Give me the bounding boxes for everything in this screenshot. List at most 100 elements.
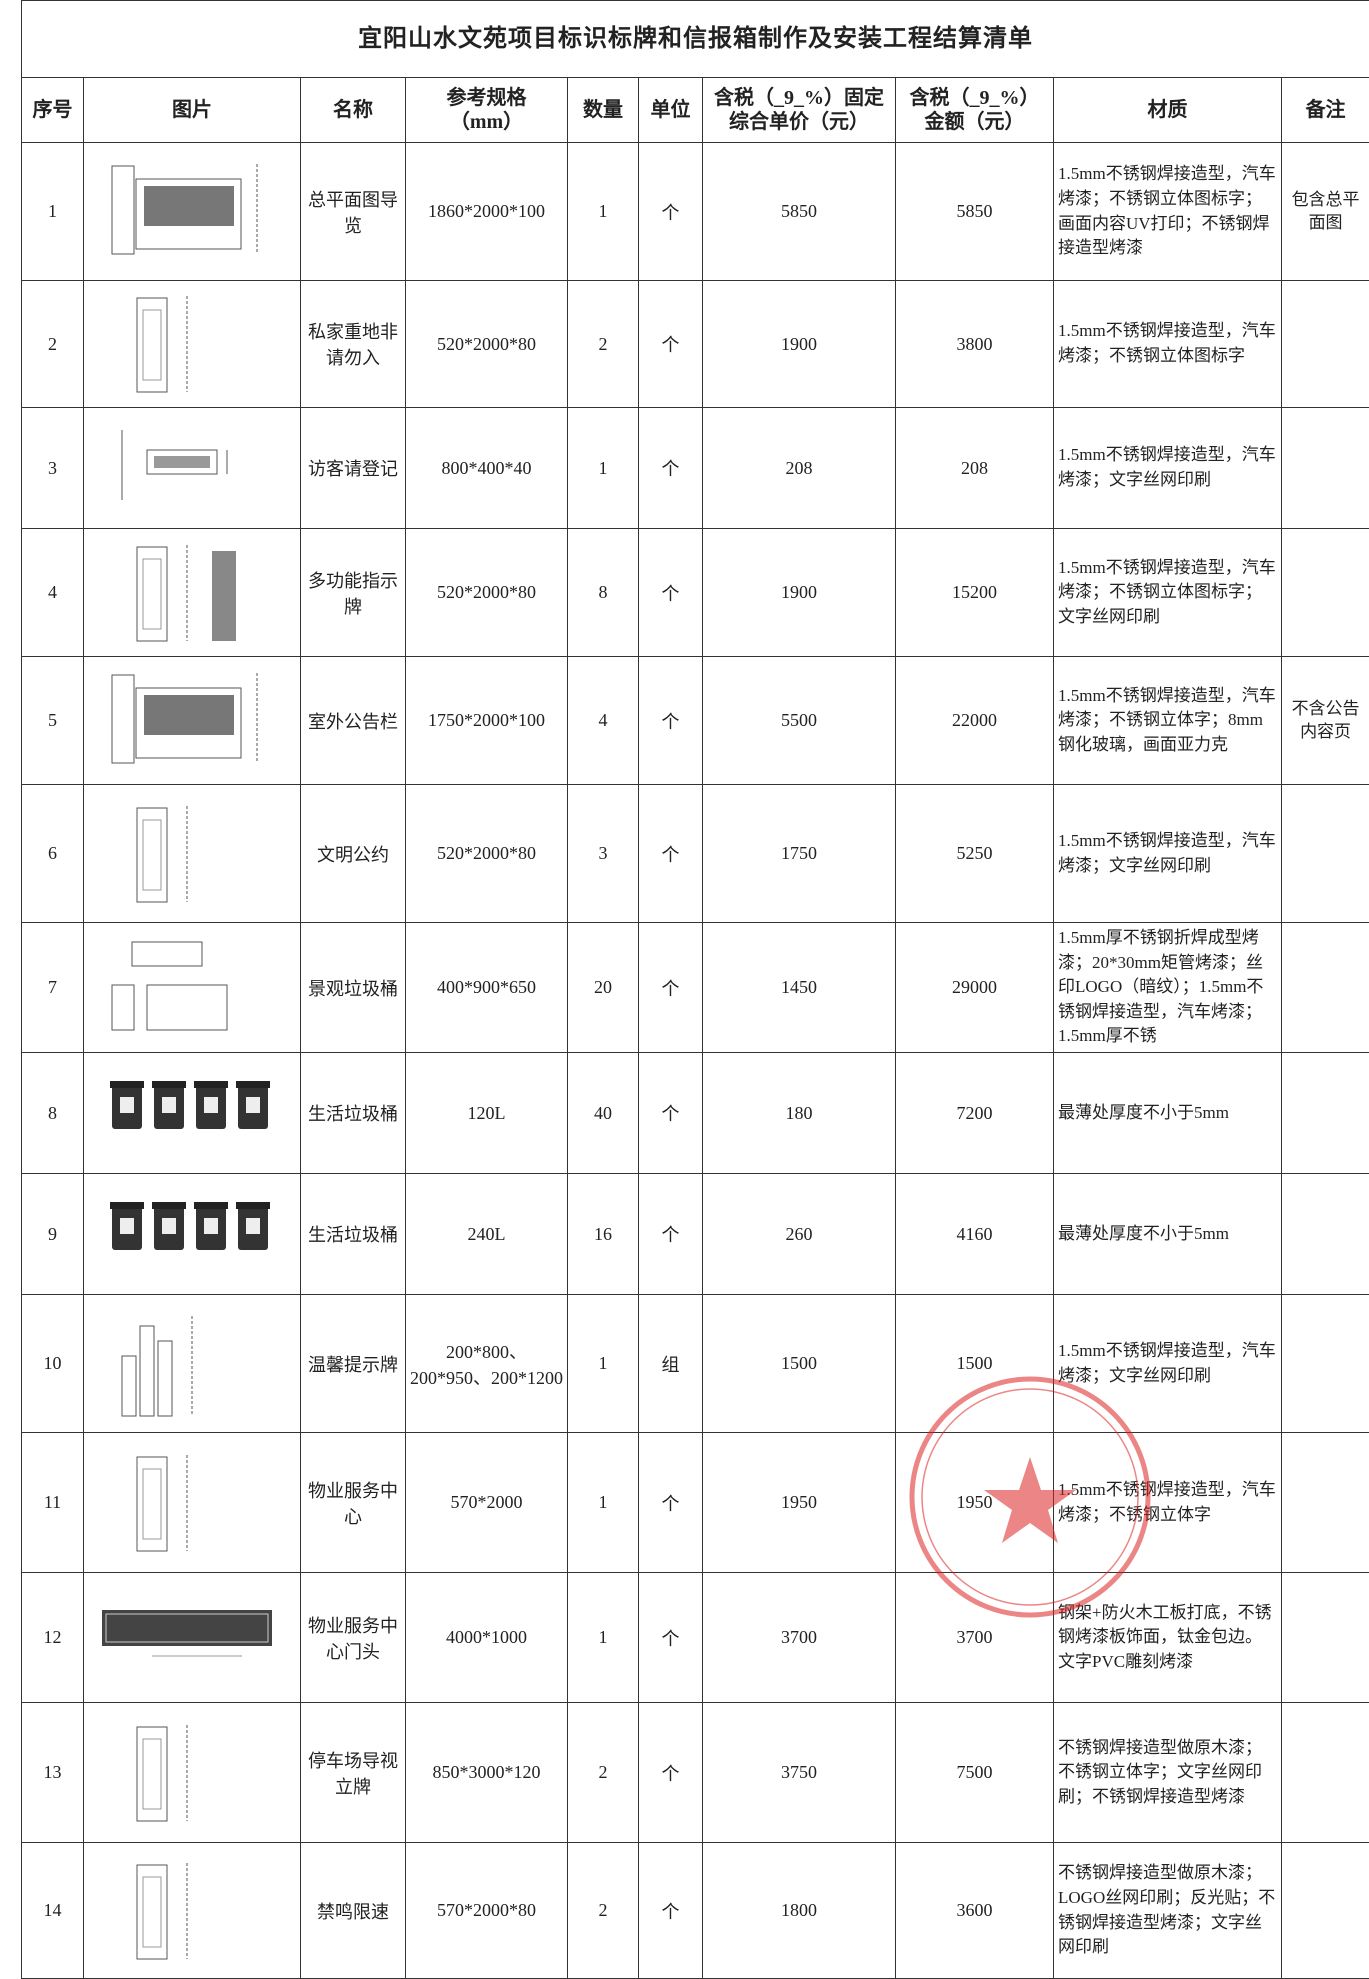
quantity: 1	[568, 1573, 639, 1703]
material: 最薄处厚度不小于5mm	[1054, 1053, 1282, 1174]
item-name: 多功能指示牌	[301, 529, 406, 657]
picture-cell	[84, 1573, 301, 1703]
unit: 个	[639, 923, 703, 1053]
item-name: 文明公约	[301, 785, 406, 923]
amount: 7200	[896, 1053, 1054, 1174]
material: 1.5mm厚不锈钢折焊成型烤漆；20*30mm矩管烤漆；丝印LOGO（暗纹）；1…	[1054, 923, 1282, 1053]
thumbnail	[92, 1445, 292, 1561]
spec: 120L	[406, 1053, 568, 1174]
quantity: 2	[568, 281, 639, 408]
spec: 520*2000*80	[406, 281, 568, 408]
spec: 240L	[406, 1174, 568, 1295]
row-number: 2	[22, 281, 84, 408]
spec: 520*2000*80	[406, 529, 568, 657]
column-header: 含税（_9_%）固定 综合单价（元）	[703, 78, 896, 143]
quantity: 8	[568, 529, 639, 657]
item-name: 私家重地非请勿入	[301, 281, 406, 408]
material: 不锈钢焊接造型做原木漆；不锈钢立体字；文字丝网印刷；不锈钢焊接造型烤漆	[1054, 1703, 1282, 1843]
picture-cell	[84, 1053, 301, 1174]
amount: 5850	[896, 143, 1054, 281]
row-number: 8	[22, 1053, 84, 1174]
row-number: 6	[22, 785, 84, 923]
spec: 850*3000*120	[406, 1703, 568, 1843]
thumbnail	[92, 1306, 292, 1422]
column-header: 名称	[301, 78, 406, 143]
thumbnail	[92, 1853, 292, 1969]
quantity: 1	[568, 143, 639, 281]
spec: 570*2000	[406, 1433, 568, 1573]
amount: 3800	[896, 281, 1054, 408]
unit-price: 3750	[703, 1703, 896, 1843]
note-cell	[1282, 923, 1369, 1053]
amount: 208	[896, 408, 1054, 529]
picture-cell	[84, 1174, 301, 1295]
unit: 个	[639, 143, 703, 281]
thumbnail	[92, 796, 292, 912]
note-cell	[1282, 1053, 1369, 1174]
row-number: 9	[22, 1174, 84, 1295]
material: 1.5mm不锈钢焊接造型，汽车烤漆；不锈钢立体图标字	[1054, 281, 1282, 408]
row-number: 12	[22, 1573, 84, 1703]
amount: 1500	[896, 1295, 1054, 1433]
spec: 1860*2000*100	[406, 143, 568, 281]
note-cell	[1282, 408, 1369, 529]
picture-cell	[84, 1295, 301, 1433]
unit: 个	[639, 408, 703, 529]
quantity: 16	[568, 1174, 639, 1295]
material: 1.5mm不锈钢焊接造型，汽车烤漆；不锈钢立体图标字；画面内容UV打印；不锈钢焊…	[1054, 143, 1282, 281]
note-cell	[1282, 281, 1369, 408]
spec: 800*400*40	[406, 408, 568, 529]
material: 1.5mm不锈钢焊接造型，汽车烤漆；不锈钢立体字；8mm钢化玻璃，画面亚力克	[1054, 657, 1282, 785]
unit-price: 260	[703, 1174, 896, 1295]
unit: 个	[639, 281, 703, 408]
item-name: 景观垃圾桶	[301, 923, 406, 1053]
note-cell	[1282, 1295, 1369, 1433]
amount: 22000	[896, 657, 1054, 785]
note-cell	[1282, 1433, 1369, 1573]
note-cell	[1282, 1843, 1369, 1979]
picture-cell	[84, 143, 301, 281]
quantity: 20	[568, 923, 639, 1053]
column-header: 图片	[84, 78, 301, 143]
unit-price: 1900	[703, 281, 896, 408]
unit-price: 180	[703, 1053, 896, 1174]
unit-price: 208	[703, 408, 896, 529]
row-number: 1	[22, 143, 84, 281]
spec: 520*2000*80	[406, 785, 568, 923]
thumbnail	[92, 1715, 292, 1831]
spec: 200*800、200*950、200*1200	[406, 1295, 568, 1433]
note-cell	[1282, 785, 1369, 923]
item-name: 室外公告栏	[301, 657, 406, 785]
unit: 个	[639, 529, 703, 657]
column-header: 备注	[1282, 78, 1369, 143]
note-cell	[1282, 529, 1369, 657]
unit-price: 1750	[703, 785, 896, 923]
unit-price: 5500	[703, 657, 896, 785]
unit: 个	[639, 785, 703, 923]
thumbnail	[92, 663, 292, 779]
unit: 个	[639, 1053, 703, 1174]
item-name: 停车场导视立牌	[301, 1703, 406, 1843]
quantity: 3	[568, 785, 639, 923]
item-name: 温馨提示牌	[301, 1295, 406, 1433]
unit-price: 1500	[703, 1295, 896, 1433]
row-number: 3	[22, 408, 84, 529]
quantity: 2	[568, 1703, 639, 1843]
row-number: 7	[22, 923, 84, 1053]
thumbnail	[92, 1176, 292, 1292]
picture-cell	[84, 785, 301, 923]
material: 1.5mm不锈钢焊接造型，汽车烤漆；文字丝网印刷	[1054, 408, 1282, 529]
spec: 4000*1000	[406, 1573, 568, 1703]
document: 宜阳山水文苑项目标识标牌和信报箱制作及安装工程结算清单 序号图片名称参考规格 （…	[21, 0, 1369, 1979]
column-header: 数量	[568, 78, 639, 143]
unit-price: 1950	[703, 1433, 896, 1573]
picture-cell	[84, 529, 301, 657]
row-number: 5	[22, 657, 84, 785]
unit-price: 1900	[703, 529, 896, 657]
amount: 7500	[896, 1703, 1054, 1843]
item-name: 生活垃圾桶	[301, 1174, 406, 1295]
